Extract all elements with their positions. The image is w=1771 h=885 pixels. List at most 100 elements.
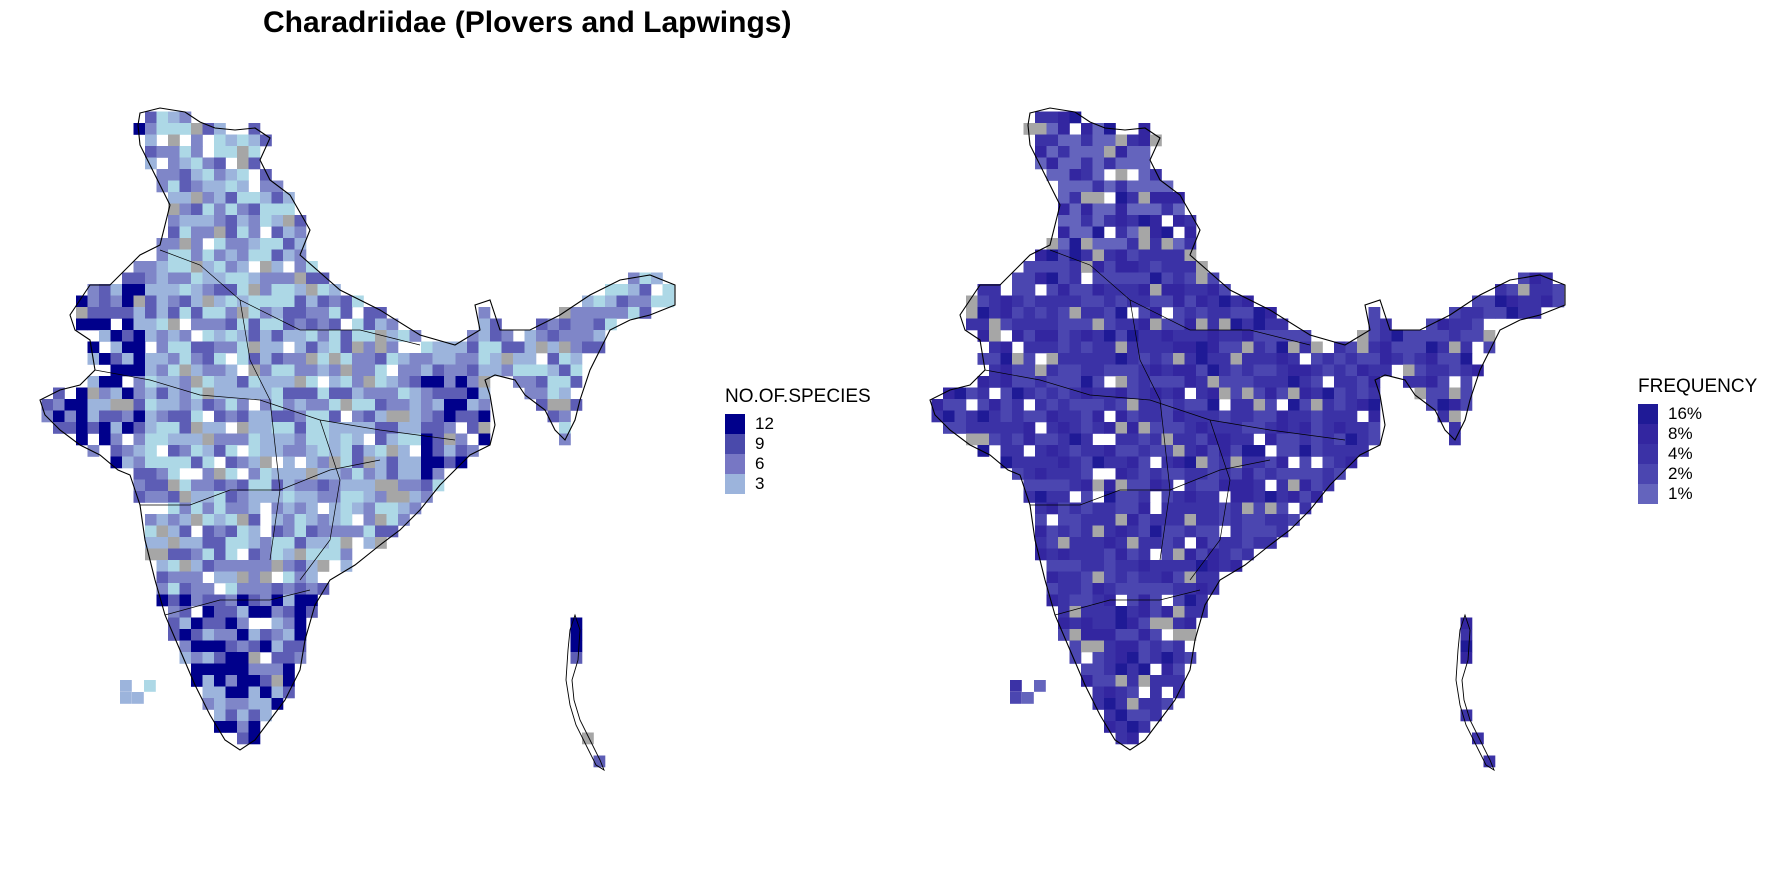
grid-cell <box>1069 215 1082 227</box>
grid-cell <box>110 422 123 434</box>
grid-cell <box>214 261 226 273</box>
grid-cell <box>1495 284 1507 296</box>
grid-cell <box>306 422 318 434</box>
grid-cell <box>283 307 295 319</box>
grid-cell <box>455 399 468 411</box>
grid-cell <box>1058 341 1070 354</box>
grid-cell <box>1138 249 1151 262</box>
grid-cell <box>386 479 399 492</box>
grid-cell <box>1483 307 1496 319</box>
grid-cell <box>202 663 215 676</box>
grid-cell <box>1161 433 1174 446</box>
grid-cell <box>398 502 410 515</box>
grid-cell <box>1115 341 1128 354</box>
grid-cell <box>352 468 364 480</box>
grid-cell <box>1437 330 1450 342</box>
grid-cell <box>294 387 307 400</box>
grid-cell <box>1368 387 1381 400</box>
grid-cell <box>237 640 249 653</box>
grid-cell <box>1046 399 1059 411</box>
grid-cell <box>294 376 307 388</box>
grid-cell <box>1069 606 1082 618</box>
grid-cell <box>237 560 249 572</box>
grid-cell <box>1138 238 1151 250</box>
grid-cell <box>271 307 284 319</box>
grid-cell <box>202 675 215 687</box>
grid-cell <box>1138 571 1151 584</box>
grid-cell <box>1184 341 1197 354</box>
grid-cell <box>1391 353 1404 365</box>
grid-cell <box>237 261 249 273</box>
grid-cell <box>145 146 157 158</box>
grid-cell <box>1173 468 1185 480</box>
grid-cell <box>478 318 491 331</box>
grid-cell <box>1288 399 1300 411</box>
grid-cell <box>214 479 226 492</box>
grid-cell <box>1035 410 1047 423</box>
grid-cell <box>145 261 157 273</box>
grid-cell <box>329 399 341 411</box>
legend-label: 1% <box>1668 484 1693 503</box>
grid-cell <box>1219 445 1231 457</box>
grid-cell <box>99 410 111 423</box>
grid-cell <box>306 272 318 285</box>
grid-cell <box>1207 307 1220 319</box>
grid-cell <box>1437 399 1450 411</box>
grid-cell <box>306 410 318 423</box>
grid-cell <box>1357 445 1369 457</box>
grid-cell <box>1150 583 1162 595</box>
grid-cell <box>168 284 180 296</box>
grid-cell <box>1104 203 1116 216</box>
grid-cell <box>340 491 353 503</box>
grid-cell <box>214 537 226 549</box>
grid-cell <box>375 445 387 457</box>
grid-cell <box>306 514 318 526</box>
grid-cell <box>1104 479 1116 492</box>
grid-cell <box>1058 180 1070 193</box>
grid-cell <box>214 364 226 377</box>
state-boundary <box>299 419 341 581</box>
grid-cell <box>191 399 203 411</box>
grid-cell <box>1161 479 1174 492</box>
grid-cell <box>1092 445 1105 457</box>
grid-cell <box>1069 134 1082 147</box>
grid-cell <box>179 169 192 181</box>
grid-cell <box>1138 123 1151 135</box>
grid-cell <box>513 341 525 354</box>
grid-cell <box>398 456 410 469</box>
grid-cell <box>248 606 261 618</box>
grid-cell <box>225 617 238 630</box>
grid-cell <box>248 514 261 526</box>
grid-cell <box>1092 456 1105 469</box>
grid-cell <box>1115 721 1128 733</box>
grid-cell <box>444 422 456 434</box>
grid-cell <box>156 318 169 331</box>
grid-cell <box>1115 295 1128 308</box>
grid-cell <box>1092 525 1105 538</box>
grid-cell <box>283 491 295 503</box>
grid-cell <box>156 560 169 572</box>
grid-cell <box>398 433 410 446</box>
grid-cell <box>1115 226 1128 239</box>
grid-cell <box>1334 399 1346 411</box>
grid-cell <box>1081 192 1093 204</box>
legend-item: 6 <box>725 454 871 474</box>
grid-cell <box>214 698 226 710</box>
grid-cell <box>559 353 571 365</box>
grid-cell <box>283 238 295 250</box>
grid-cell <box>1058 537 1070 549</box>
grid-cell <box>1219 537 1231 549</box>
grid-cell <box>1541 272 1553 285</box>
grid-cell <box>1035 272 1047 285</box>
grid-cell <box>225 318 238 331</box>
grid-cell <box>1092 203 1105 216</box>
grid-cell <box>87 341 100 354</box>
grid-cell <box>1184 272 1197 285</box>
grid-cell <box>306 376 318 388</box>
grid-cell <box>1173 583 1185 595</box>
grid-cell <box>1115 203 1128 216</box>
grid-cell <box>237 215 249 227</box>
grid-cell <box>1242 433 1254 446</box>
grid-cell <box>1150 514 1162 526</box>
grid-cell <box>352 341 364 354</box>
